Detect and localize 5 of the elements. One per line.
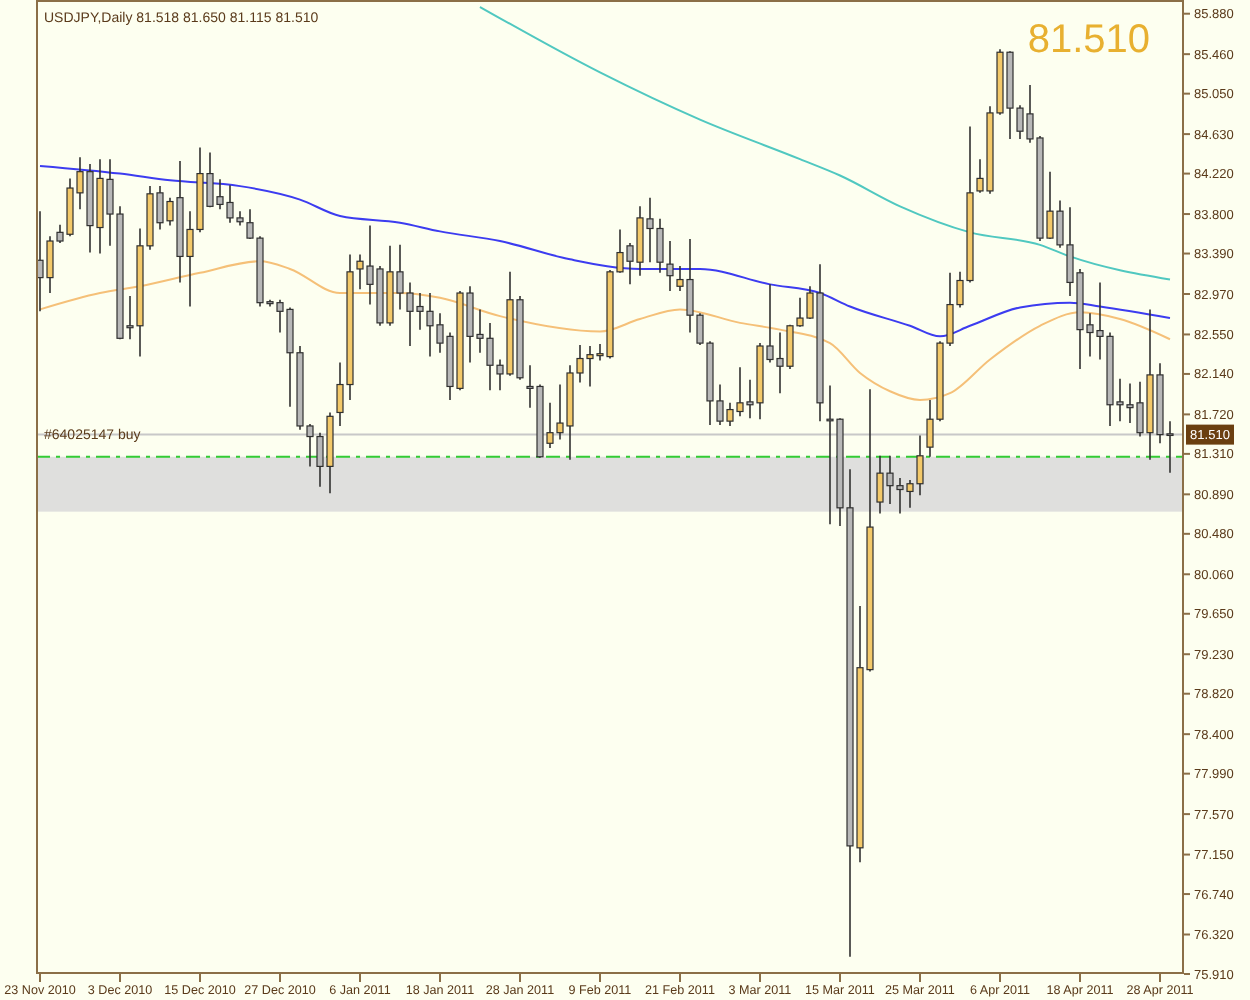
line-series xyxy=(479,6,1171,281)
line-series xyxy=(39,260,1171,401)
annotation: 81.510 xyxy=(1027,18,1150,62)
candlestick xyxy=(666,240,674,292)
line-series xyxy=(39,164,1171,338)
